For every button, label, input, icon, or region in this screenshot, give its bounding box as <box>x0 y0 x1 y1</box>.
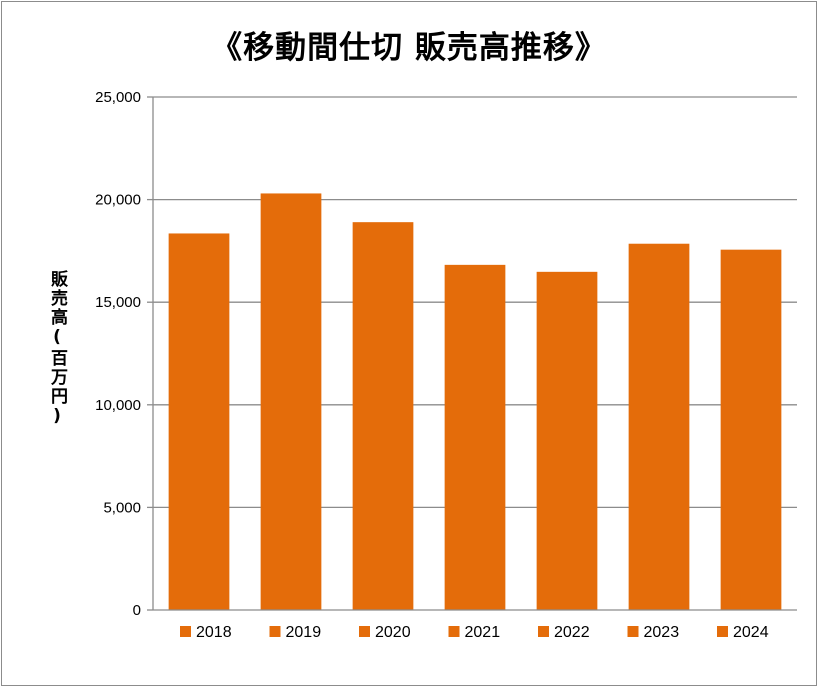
y-tick-labels: 0 5,000 10,000 15,000 20,000 25,000 <box>95 89 141 619</box>
y-tick-label: 20,000 <box>95 192 141 209</box>
bar-2021 <box>444 264 506 610</box>
grid-lines <box>153 96 797 509</box>
bar-2020 <box>352 222 414 610</box>
bar-2019 <box>260 193 322 610</box>
legend-label: 2022 <box>554 624 590 641</box>
legend-swatch <box>359 626 370 637</box>
legend-label: 2021 <box>465 624 501 641</box>
legend-label: 2024 <box>733 624 769 641</box>
bar-2024 <box>720 249 782 610</box>
legend-swatch <box>627 626 639 637</box>
legend: 2018 2019 2020 2021 2022 2023 2024 <box>180 624 769 641</box>
bar-2018 <box>168 233 230 610</box>
y-tick-label: 25,000 <box>95 89 141 106</box>
legend-label: 2020 <box>375 624 411 641</box>
y-tick-label: 10,000 <box>95 397 141 414</box>
legend-swatch <box>448 626 460 637</box>
bar-2022 <box>536 271 598 610</box>
y-axis-label: 販売高(百万円) <box>47 270 67 428</box>
y-tick-label: 0 <box>133 602 141 619</box>
y-tick-label: 15,000 <box>95 294 141 311</box>
legend-swatch <box>180 626 191 637</box>
legend-label: 2023 <box>644 624 680 641</box>
bars <box>168 193 782 610</box>
legend-label: 2018 <box>196 624 232 641</box>
legend-swatch <box>538 626 549 637</box>
chart-title: 《移動間仕切 販売高推移》 <box>211 30 607 66</box>
legend-label: 2019 <box>286 624 322 641</box>
legend-swatch <box>717 626 728 637</box>
legend-swatch <box>269 626 281 637</box>
bar-2023 <box>628 243 690 610</box>
axes <box>147 96 797 611</box>
y-tick-label: 5,000 <box>103 499 141 516</box>
